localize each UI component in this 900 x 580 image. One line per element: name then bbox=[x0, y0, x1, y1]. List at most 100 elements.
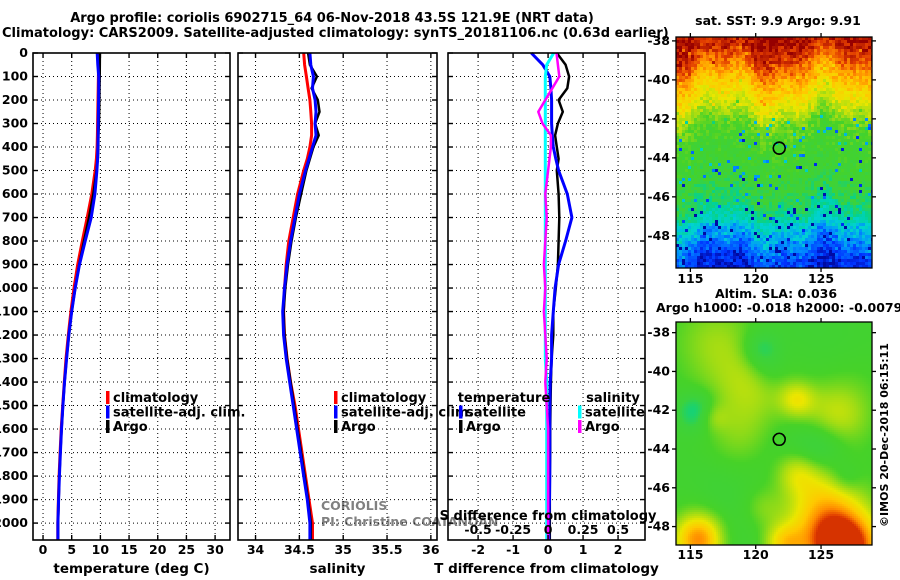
legend-label: climatology bbox=[341, 391, 427, 406]
depth-tick-label: 1100 bbox=[0, 304, 28, 319]
x-tick-label: -2 bbox=[471, 542, 485, 557]
legend-label: satellite-adj. clim. bbox=[341, 406, 473, 421]
depth-tick-label: 400 bbox=[2, 139, 28, 154]
inner-tick-label: -0.25 bbox=[495, 522, 531, 537]
sst-map-image bbox=[676, 37, 872, 268]
x-tick-label: 15 bbox=[120, 542, 137, 557]
lat-tick-label: -38 bbox=[647, 33, 670, 48]
legend-marker bbox=[334, 420, 338, 433]
legend-marker bbox=[578, 420, 582, 433]
x-tick-label: 35.5 bbox=[372, 542, 403, 557]
sla-map-image bbox=[676, 322, 872, 545]
depth-tick-label: 1500 bbox=[0, 398, 28, 413]
depth-tick-label: 1400 bbox=[0, 374, 28, 389]
curve-temperature-satellite bbox=[530, 51, 574, 540]
legend-marker bbox=[334, 391, 338, 404]
legend-label: climatology bbox=[113, 391, 199, 406]
x-tick-label: 25 bbox=[178, 542, 195, 557]
depth-tick-label: 2000 bbox=[0, 515, 28, 530]
grid bbox=[238, 53, 437, 540]
inner-axis-label: S difference from climatology bbox=[440, 509, 657, 524]
x-tick-label: 36 bbox=[422, 542, 440, 557]
credit-line1: CORIOLIS bbox=[321, 498, 388, 513]
x-tick-label: 5 bbox=[67, 542, 76, 557]
lon-tick-label: 125 bbox=[808, 547, 834, 562]
figure-title-line2: Climatology: CARS2009. Satellite-adjuste… bbox=[2, 26, 669, 41]
legend-header: salinity bbox=[586, 391, 640, 406]
x-tick-label: 2 bbox=[614, 542, 623, 557]
legend-marker bbox=[578, 405, 582, 419]
legend-marker bbox=[106, 420, 110, 433]
inner-tick-label: 0.5 bbox=[607, 522, 629, 537]
curve-satellite-adj-clim- bbox=[281, 52, 318, 540]
lat-tick-label: -44 bbox=[647, 150, 670, 165]
x-tick-label: 30 bbox=[206, 542, 224, 557]
x-tick-label: -1 bbox=[506, 542, 520, 557]
sst-map-axes: 115 120 125 -38 -40 -42 -44 -46 -48 bbox=[647, 33, 876, 286]
x-axis-label: T difference from climatology bbox=[434, 561, 659, 577]
grid bbox=[448, 53, 645, 540]
curve-satellite-adj-clim- bbox=[56, 52, 101, 540]
legend-marker bbox=[334, 405, 338, 419]
legend-header: temperature bbox=[458, 391, 551, 406]
legend-label: Argo bbox=[113, 420, 148, 435]
credit-block: CORIOLIS PI: Christine COATANOAN bbox=[321, 498, 498, 530]
difference-profile-plot: -2 -1 0 1 2 T difference from climatology S di… bbox=[434, 51, 659, 577]
curves bbox=[56, 52, 102, 540]
curve-salinity-argo bbox=[537, 52, 561, 540]
x-tick-label: 0 bbox=[39, 542, 48, 557]
lat-tick-label: -42 bbox=[647, 402, 670, 417]
legend-label: Argo bbox=[585, 420, 620, 435]
x-tick-label: 20 bbox=[149, 542, 167, 557]
credit-line2: PI: Christine COATANOAN bbox=[321, 514, 499, 529]
depth-tick-label: 800 bbox=[2, 233, 28, 248]
lat-tick-label: -42 bbox=[647, 111, 670, 126]
legend-marker bbox=[459, 405, 463, 419]
curve-climatology bbox=[56, 52, 101, 540]
lon-tick-label: 125 bbox=[808, 271, 834, 286]
inner-tick-label: 0 bbox=[544, 522, 553, 537]
lon-tick-label: 115 bbox=[677, 547, 703, 562]
depth-tick-label: 1800 bbox=[0, 468, 28, 483]
x-tick-label: 0 bbox=[544, 542, 553, 557]
lat-tick-label: -46 bbox=[647, 480, 670, 495]
depth-tick-label: 1200 bbox=[0, 327, 28, 342]
curves bbox=[281, 52, 321, 540]
legend-label: Argo bbox=[341, 420, 376, 435]
depth-tick-label: 200 bbox=[2, 92, 28, 107]
x-tick-label: 1 bbox=[579, 542, 588, 557]
sla-map-axes: 115 120 125 -38 -40 -42 -44 -46 -48 bbox=[647, 318, 876, 562]
depth-tick-label: 300 bbox=[2, 116, 28, 131]
temperature-profile-plot: 0 5 10 15 20 25 300100200300400500600700800900… bbox=[0, 45, 245, 577]
depth-tick-label: 0 bbox=[19, 45, 28, 60]
lat-tick-label: -40 bbox=[647, 72, 670, 87]
legend-label: Argo bbox=[466, 420, 501, 435]
depth-tick-label: 1300 bbox=[0, 351, 28, 366]
depth-tick-label: 700 bbox=[2, 210, 28, 225]
lat-tick-label: -40 bbox=[647, 363, 670, 378]
tick-labels: -2 -1 0 1 2 bbox=[471, 542, 622, 557]
x-tick-label: 35 bbox=[334, 542, 351, 557]
lat-tick-label: -48 bbox=[647, 519, 670, 534]
lon-tick-label: 120 bbox=[743, 547, 769, 562]
legend-label: satellite bbox=[585, 406, 645, 421]
depth-tick-label: 900 bbox=[2, 257, 28, 272]
x-tick-label: 10 bbox=[92, 542, 110, 557]
x-axis-label: salinity bbox=[310, 561, 366, 577]
depth-tick-label: 600 bbox=[2, 186, 28, 201]
tick-labels: 34 34.5 35 35.5 36 bbox=[247, 542, 440, 557]
depth-tick-label: 500 bbox=[2, 163, 28, 178]
lat-tick-label: -48 bbox=[647, 228, 670, 243]
x-tick-label: 34.5 bbox=[284, 542, 315, 557]
legend: temperaturesatelliteArgosalinitysatellit… bbox=[458, 391, 645, 435]
salinity-profile-plot: 34 34.5 35 35.5 36 salinity climatologysatelli… bbox=[237, 52, 473, 577]
axes bbox=[447, 52, 646, 541]
axes bbox=[237, 52, 438, 541]
x-axis-label: temperature (deg C) bbox=[53, 561, 209, 577]
legend-label: satellite bbox=[466, 406, 526, 421]
depth-tick-label: 1600 bbox=[0, 421, 28, 436]
